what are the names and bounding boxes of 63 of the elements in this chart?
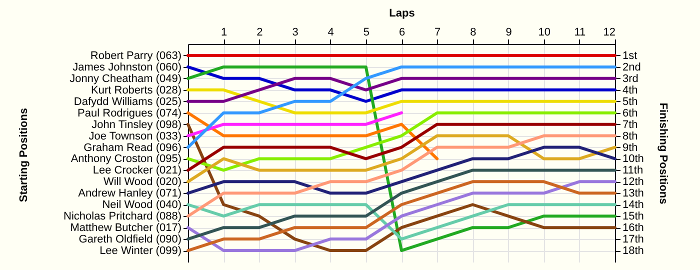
x-tick-label: 1 [221,26,228,38]
category-label: Will Wood (020) [103,176,182,188]
category-label: Joe Townson (033) [88,130,182,142]
category-label: Gareth Oldfield (090) [78,234,182,246]
line-series [186,111,616,172]
y2-tick-label: 2nd [622,61,641,74]
y2-tick-label: 9th [622,142,638,154]
category-label: Nicholas Pritchard (088) [64,210,182,223]
category-label: Lee Winter (099) [100,245,182,258]
category-label: Andrew Hanley (071) [78,188,182,200]
x-tick-label: 11 [574,26,586,38]
x-tick-label: 12 [603,26,616,38]
line-series [186,65,616,252]
y2-tick-label: 18th [622,245,644,258]
y2-tick-label: 14th [622,199,644,212]
line-series [186,134,616,184]
x-tick-label: 9 [506,26,512,38]
text: Starting Positions [18,108,30,202]
category-label: Dafydd Williams (025) [74,96,182,108]
x-tick-label: 6 [398,26,406,38]
line-series [186,168,616,241]
line-series [186,111,439,160]
category-label: Kurt Roberts (028) [91,84,182,96]
line-series [186,180,616,252]
category-label: James Johnston (060) [72,61,182,74]
category-label: Robert Parry (063) [90,50,182,62]
y2-tick-label: 5th [622,96,638,108]
x-tick-label: 2 [256,26,263,38]
category-label: Neil Wood (040) [102,199,182,212]
line-series [186,146,616,195]
y2-tick-label: 6th [622,107,638,120]
y2-tick-label: 17th [622,234,644,246]
line-series [186,65,616,103]
x-tick-label: 3 [292,26,298,38]
y2-tick-label: 11th [622,164,644,177]
category-label: Graham Read (096) [84,142,182,154]
category-label: Matthew Butcher (017) [70,222,182,234]
y2-tick-label: 15th [622,210,644,223]
line-series [186,122,616,172]
y2-tick-label: 10th [622,153,644,166]
category-label: John Tinsley (098) [92,118,182,131]
line-series [186,203,616,241]
y2-tick-label: 12th [622,176,644,188]
x-tick-label: 8 [470,26,476,38]
x-tick-label: 4 [328,26,334,38]
category-label: Lee Crocker (021) [92,164,182,177]
category-label: Anthony Croston (095) [70,153,182,166]
line-series [186,134,616,218]
category-label: Paul Rodrigues (074) [78,107,182,120]
x-tick-label: 10 [538,26,550,38]
y2-tick-label: 13th [622,188,644,200]
y2-tick-label: 1st [622,50,638,62]
y2-tick-label: 16th [622,222,644,234]
y2-axis-title: Finishing Positions [656,102,669,204]
y2-tick-label: 7th [622,118,638,131]
y2-tick-label: 8th [622,130,638,142]
y2-tick-label: 4th [622,84,638,96]
category-label: Jonny Cheatham (049) [70,72,182,85]
x-axis-title: Laps [389,8,415,20]
x-tick-label: 5 [363,26,370,38]
line-series [186,65,616,149]
x-tick-label: 7 [434,26,441,38]
y2-tick-label: 3rd [622,72,638,85]
